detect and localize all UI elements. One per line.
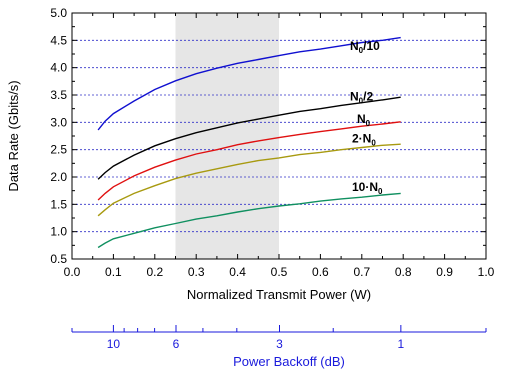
y-tick-label: 0.5 xyxy=(50,252,67,266)
x-axis-title: Normalized Transmit Power (W) xyxy=(187,287,371,302)
shaded-region xyxy=(175,13,279,259)
gridlines xyxy=(72,39,486,233)
x-tick-label: 0.9 xyxy=(436,265,453,279)
x-tick-label: 0.1 xyxy=(105,265,122,279)
series-line xyxy=(97,36,401,131)
x-tick-label: 0.3 xyxy=(188,265,205,279)
series-label: N0 xyxy=(357,112,371,128)
x-tick-label: 0.8 xyxy=(395,265,412,279)
series-line xyxy=(97,96,401,180)
series-line xyxy=(97,143,401,217)
x-tick-label: 0.2 xyxy=(146,265,163,279)
y-tick-label: 1.5 xyxy=(50,197,67,211)
series-label: 10·N0 xyxy=(352,180,383,196)
x-tick-label: 0.7 xyxy=(353,265,370,279)
y-tick-label: 2.5 xyxy=(50,143,67,157)
series-line xyxy=(97,192,401,249)
x-tick-label: 0.6 xyxy=(312,265,329,279)
backoff-tick-label: 6 xyxy=(173,337,180,351)
x-tick-label: 0.0 xyxy=(64,265,81,279)
y-axis-ticks: 0.5 1.0 1.5 2.0 2.5 3.0 3.5 4.0 4.5 5.0 xyxy=(50,6,486,266)
y-tick-label: 5.0 xyxy=(50,6,67,20)
power-backoff-axis: 10 6 3 1 xyxy=(71,325,487,351)
series-label: 2·N0 xyxy=(352,132,376,148)
y-tick-label: 1.0 xyxy=(50,225,67,239)
backoff-tick-label: 3 xyxy=(276,337,283,351)
series-line xyxy=(97,121,401,201)
x-tick-label: 0.4 xyxy=(229,265,246,279)
backoff-tick-label: 10 xyxy=(107,337,121,351)
series-lines xyxy=(97,36,401,249)
y-tick-label: 3.0 xyxy=(50,115,67,129)
backoff-tick-label: 1 xyxy=(398,337,405,351)
x-tick-label: 0.5 xyxy=(271,265,288,279)
x-tick-label: 1.0 xyxy=(478,265,495,279)
power-backoff-axis-title: Power Backoff (dB) xyxy=(233,354,345,369)
series-labels: N0/10 N0/2 N0 2·N0 10·N0 xyxy=(350,39,383,196)
y-tick-label: 2.0 xyxy=(50,170,67,184)
series-label: N0/10 xyxy=(350,39,380,55)
series-label: N0/2 xyxy=(350,89,373,105)
y-axis-title: Data Rate (Gbits/s) xyxy=(6,80,21,191)
x-axis-ticks: 0.0 0.1 0.2 0.3 0.4 0.5 0.6 0.7 0.8 0.9 1.0 xyxy=(64,13,495,279)
y-tick-label: 4.0 xyxy=(50,61,67,75)
y-tick-label: 4.5 xyxy=(50,33,67,47)
y-tick-label: 3.5 xyxy=(50,88,67,102)
